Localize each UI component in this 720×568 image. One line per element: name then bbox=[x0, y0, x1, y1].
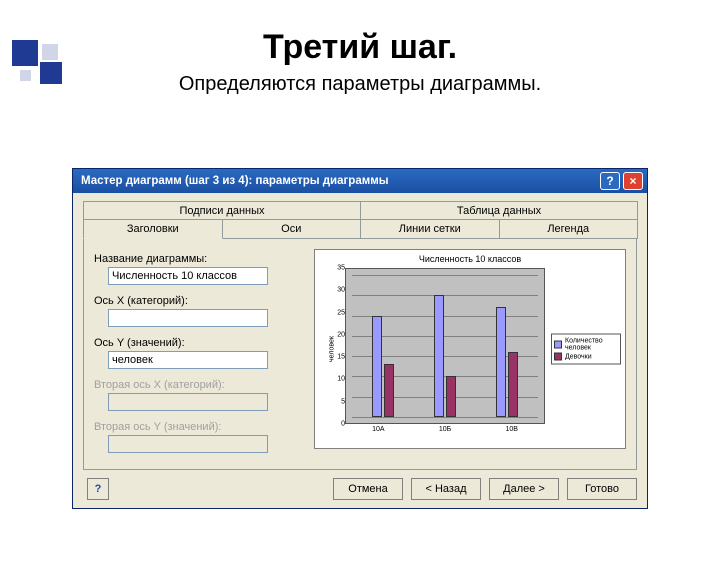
tab-axes[interactable]: Оси bbox=[222, 219, 362, 239]
preview-chart-title: Численность 10 классов bbox=[319, 254, 621, 264]
cancel-button[interactable]: Отмена bbox=[333, 478, 403, 500]
preview-legend: Количество человекДевочки bbox=[551, 334, 621, 365]
back-button[interactable]: < Назад bbox=[411, 478, 481, 500]
chart-title-label: Название диаграммы: bbox=[94, 253, 304, 265]
chart-wizard-window: Мастер диаграмм (шаг 3 из 4): параметры … bbox=[72, 168, 648, 509]
tab-data-labels[interactable]: Подписи данных bbox=[83, 201, 361, 220]
tab-data-table[interactable]: Таблица данных bbox=[360, 201, 638, 220]
x-axis-input[interactable] bbox=[108, 309, 268, 327]
chart-preview: Численность 10 классов человек 051015202… bbox=[314, 249, 626, 449]
preview-x-labels: 10А10Б10В bbox=[345, 426, 545, 436]
titlebar-close-button[interactable]: × bbox=[623, 172, 643, 190]
preview-plot-area bbox=[345, 268, 545, 424]
y2-axis-input bbox=[108, 435, 268, 453]
y-axis-input[interactable] bbox=[108, 351, 268, 369]
dialog-body: Название диаграммы: Ось X (категорий): О… bbox=[83, 239, 637, 470]
finish-button[interactable]: Готово bbox=[567, 478, 637, 500]
titlebar-help-button[interactable]: ? bbox=[600, 172, 620, 190]
preview-y-labels: 05101520253035 bbox=[333, 268, 345, 424]
tab-titles[interactable]: Заголовки bbox=[83, 219, 223, 239]
chart-title-input[interactable] bbox=[108, 267, 268, 285]
y-axis-label: Ось Y (значений): bbox=[94, 337, 304, 349]
y2-axis-label: Вторая ось Y (значений): bbox=[94, 421, 304, 433]
tab-legend[interactable]: Легенда bbox=[499, 219, 639, 239]
next-button[interactable]: Далее > bbox=[489, 478, 559, 500]
tab-gridlines[interactable]: Линии сетки bbox=[360, 219, 500, 239]
slide-decoration bbox=[12, 40, 112, 84]
help-button[interactable]: ? bbox=[87, 478, 109, 500]
x-axis-label: Ось X (категорий): bbox=[94, 295, 304, 307]
window-title: Мастер диаграмм (шаг 3 из 4): параметры … bbox=[77, 175, 597, 187]
x2-axis-label: Вторая ось X (категорий): bbox=[94, 379, 304, 391]
x2-axis-input bbox=[108, 393, 268, 411]
titlebar: Мастер диаграмм (шаг 3 из 4): параметры … bbox=[73, 169, 647, 193]
